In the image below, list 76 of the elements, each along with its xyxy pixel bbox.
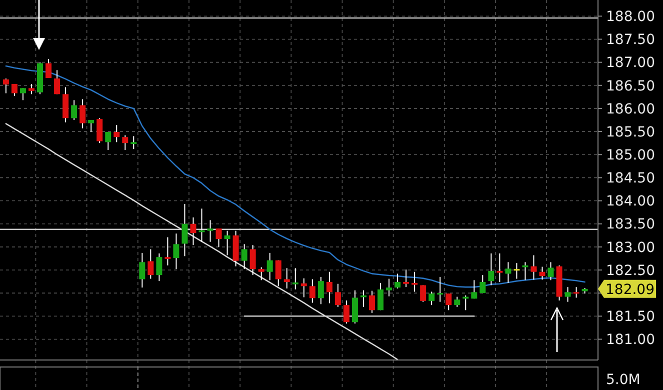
candlestick [62, 86, 69, 123]
y-tick-label: 187.00 [606, 55, 655, 72]
candlestick [539, 266, 546, 280]
candlestick [80, 98, 86, 129]
candlestick [156, 252, 162, 282]
candlestick [471, 280, 478, 300]
candlestick [114, 124, 120, 143]
y-tick-label: 181.50 [606, 309, 655, 326]
y-tick-label: 183.50 [606, 216, 655, 233]
candlestick [334, 283, 341, 308]
candlestick [11, 84, 18, 96]
text: 182.09 [606, 282, 654, 298]
candlestick [105, 132, 112, 150]
candlestick [258, 266, 264, 281]
candlestick [378, 282, 384, 311]
candlestick [514, 262, 520, 280]
candlestick [139, 252, 146, 288]
candlestick [548, 262, 554, 281]
candlestick [130, 136, 137, 150]
y-tick-label: 182.50 [606, 262, 655, 279]
candlestick [496, 252, 503, 282]
y-tick-label: 185.50 [606, 124, 655, 140]
candlestick [96, 118, 103, 144]
candlestick [224, 230, 230, 256]
candlestick [284, 268, 290, 289]
candlestick [266, 252, 273, 281]
candlestick [2, 78, 9, 94]
candlestick [292, 268, 298, 290]
candlestick [164, 236, 171, 266]
candlestick [216, 228, 222, 248]
candlestick [530, 254, 537, 280]
candlestick [71, 100, 78, 120]
candlestick [454, 296, 460, 308]
candlestick [446, 293, 452, 311]
text: 5.0M [606, 372, 640, 388]
candlestick [28, 84, 34, 95]
candlestick [173, 233, 180, 270]
candlestick [88, 120, 94, 132]
candlestick [182, 204, 188, 257]
y-tick-label: 188.00 [606, 9, 655, 26]
y-tick-label: 183.00 [606, 240, 655, 256]
candlestick [250, 244, 256, 276]
candlestick [318, 276, 324, 305]
candlestick [573, 286, 580, 298]
candlestick [54, 70, 60, 95]
candlestick [564, 286, 571, 302]
candlestick [428, 291, 435, 306]
candlestick [343, 300, 350, 324]
y-tick-label: 184.00 [606, 194, 655, 210]
candlestick [326, 271, 332, 304]
candlestick [368, 290, 375, 314]
candlestick [412, 271, 418, 292]
candlestick [207, 220, 214, 242]
y-tick-label: 185.00 [606, 148, 655, 164]
candlestick [480, 274, 486, 294]
candlestick [437, 276, 444, 302]
candlestick [394, 273, 401, 289]
y-tick-label: 186.50 [606, 78, 655, 94]
candlestick [386, 278, 392, 297]
y-tick-label: 181.00 [606, 332, 655, 348]
candlestick [488, 252, 494, 286]
candlestick [190, 216, 196, 246]
y-tick-label: 186.00 [606, 101, 655, 118]
candlestick [309, 278, 316, 304]
candlestick [275, 260, 282, 287]
candlestick [300, 278, 307, 298]
candlestick [148, 248, 154, 280]
candlestick [20, 88, 26, 101]
candlestick [46, 58, 52, 78]
y-tick-label: 184.50 [606, 170, 655, 187]
candlestick [241, 244, 248, 270]
candlestick [122, 134, 128, 150]
y-tick-label: 187.50 [606, 32, 655, 48]
candlestick [403, 269, 410, 288]
candlestick [420, 284, 426, 302]
candlestick [505, 262, 512, 284]
